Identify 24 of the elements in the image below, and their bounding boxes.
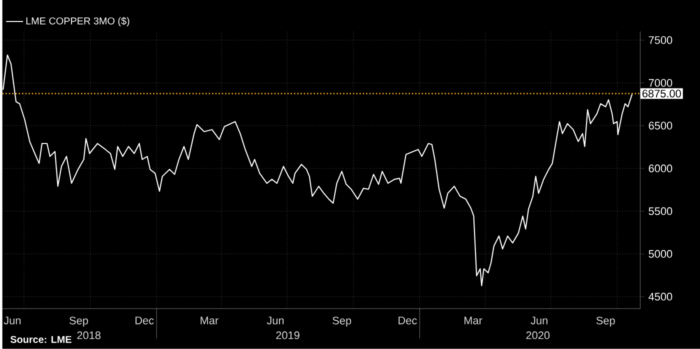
y-tick-label: 5500 (648, 207, 672, 216)
x-tick-label: Sep (332, 316, 352, 327)
legend-label: LME COPPER 3MO ($) (26, 17, 130, 27)
x-tick-label: Jun (266, 316, 284, 324)
x-tick-label: Sep (70, 316, 88, 327)
x2-tick-label: 2019 (276, 332, 300, 340)
y-tick-label: 4500 (648, 292, 672, 301)
x2-tick-label: 2020 (526, 332, 550, 340)
x-tick-label: Mar (200, 316, 218, 324)
x-tick-label: Jun (4, 316, 21, 324)
x-tick-label: Mar (464, 316, 482, 324)
y-tick-label: 5000 (648, 250, 672, 258)
line-series (2, 54, 633, 286)
x-tick-label: Jun (530, 316, 548, 324)
x-tick-label: Dec (136, 316, 154, 324)
source-note: Source: LME (10, 336, 72, 344)
x-tick-label: Sep (596, 316, 615, 327)
y-tick-label: 6000 (648, 164, 672, 172)
y-tick-label: 6500 (648, 122, 672, 130)
ref-line-label: 6875.00 (642, 90, 681, 98)
x-tick-label: Dec (398, 316, 417, 324)
x2-tick-label: 2018 (77, 332, 101, 340)
y-tick-label: 7500 (648, 36, 672, 44)
y-tick-label: 7000 (648, 79, 672, 87)
